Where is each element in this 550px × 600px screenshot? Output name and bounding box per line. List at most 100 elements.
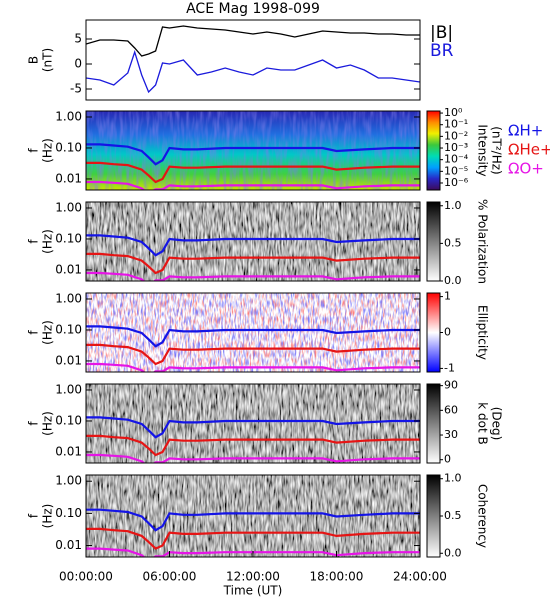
y-tick-label: 0.10	[55, 231, 82, 245]
frequency-line	[86, 161, 420, 184]
colorbar-tick-label: 0.0	[444, 274, 462, 287]
colorbar-label: (Deg)	[490, 407, 504, 441]
spectrogram-image	[86, 202, 420, 281]
y-tick-label: 0.01	[55, 538, 82, 552]
legend-label: BR	[430, 41, 454, 61]
y-axis-label: (Hz)	[41, 320, 55, 345]
x-axis-label: Time (UT)	[223, 584, 283, 598]
y-axis-label: (Hz)	[41, 229, 55, 254]
legend-label: ΩHe+	[508, 141, 550, 159]
frequency-line	[86, 362, 420, 372]
frequency-line	[86, 252, 420, 275]
y-tick-label: 0.01	[55, 171, 82, 185]
frequency-line	[86, 434, 420, 457]
plot-frame	[85, 110, 421, 191]
colorbar-tick-label: 0	[444, 326, 451, 339]
frequency-line	[86, 180, 420, 190]
colorbar-tick-label: 10⁻³	[444, 141, 468, 154]
chart-title: ACE Mag 1998-099	[186, 1, 320, 17]
legend-label: ΩO+	[508, 160, 544, 178]
x-tick-label: 06:00:00	[143, 570, 197, 584]
x-tick-label: 00:00:00	[59, 570, 113, 584]
y-tick-label: 1.00	[55, 200, 82, 214]
y-tick-label: 1.00	[55, 382, 82, 396]
colorbar-tick-label: 1.0	[444, 472, 462, 485]
colorbar-tick-label: 10⁻⁴	[444, 153, 469, 166]
colorbar-tick-label: 0.5	[444, 509, 462, 522]
frequency-line	[86, 453, 420, 463]
plot-frame	[85, 19, 421, 101]
colorbar-tick-label: -1	[444, 361, 455, 374]
legend-label: ΩH+	[508, 122, 543, 140]
y-axis-label: (Hz)	[41, 138, 55, 163]
frequency-line	[86, 416, 420, 439]
y-tick-label: 0.01	[55, 262, 82, 276]
colorbar-tick-label: 10⁻¹	[444, 118, 468, 131]
y-tick-label: 1.00	[55, 474, 82, 488]
y-axis-label: f	[27, 330, 41, 335]
y-tick-label: -5	[70, 82, 82, 96]
y-tick-label: 0	[74, 57, 82, 71]
y-tick-label: 0.01	[55, 444, 82, 458]
spectrogram-image	[86, 475, 420, 557]
x-tick-label: 24:00:00	[393, 570, 447, 584]
y-tick-label: 0.10	[55, 506, 82, 520]
frequency-line	[86, 527, 420, 550]
y-tick-label: 1.00	[55, 291, 82, 305]
colorbar	[426, 292, 441, 373]
line	[86, 25, 420, 57]
colorbar-tick-label: 0.5	[444, 236, 462, 249]
colorbar-tick-label: 90	[444, 379, 458, 392]
colorbar-tick-label: 1.0	[444, 199, 462, 212]
colorbar-label: % Polarization	[476, 199, 490, 284]
spectrogram-texture	[86, 111, 420, 190]
y-axis-label: f	[27, 239, 41, 244]
colorbar	[426, 110, 441, 191]
legend-label: |B|	[430, 23, 453, 43]
y-tick-label: 0.10	[55, 322, 82, 336]
colorbar-label: Ellipticity	[476, 305, 490, 360]
spectrogram-texture	[86, 293, 420, 372]
y-axis-label: B	[27, 56, 41, 64]
frequency-line	[86, 343, 420, 366]
colorbar-tick-label: 30	[444, 428, 458, 441]
y-axis-label: (Hz)	[41, 411, 55, 436]
plot-frame	[85, 201, 421, 282]
colorbar-label: Coherency	[476, 484, 490, 548]
colorbar-tick-label: 60	[444, 403, 458, 416]
y-axis-label: (nT)	[41, 48, 55, 72]
frequency-line	[86, 234, 420, 257]
frequency-line	[86, 547, 420, 557]
frequency-line	[86, 271, 420, 281]
y-tick-label: 5	[74, 32, 82, 46]
x-tick-label: 12:00:00	[226, 570, 280, 584]
colorbar-tick-label: 0.0	[444, 546, 462, 559]
line	[86, 49, 420, 94]
y-axis-label: (Hz)	[41, 504, 55, 529]
colorbar-tick-label: 0	[444, 453, 451, 466]
y-axis-label: f	[27, 513, 41, 518]
plot-frame	[85, 292, 421, 373]
y-tick-label: 0.10	[55, 413, 82, 427]
colorbar-label: Intensity	[476, 124, 490, 176]
colorbar-tick-label: 10⁻²	[444, 129, 468, 142]
colorbar	[426, 201, 441, 282]
colorbar-tick-label: 10⁰	[444, 106, 463, 119]
colorbar-tick-label: 10⁻⁵	[444, 164, 468, 177]
colorbar	[426, 383, 441, 464]
colorbar	[426, 474, 441, 558]
frequency-line	[86, 143, 420, 166]
colorbar-label: (nT²/Hz)	[490, 126, 504, 174]
frequency-line	[86, 325, 420, 348]
frequency-line	[86, 508, 420, 532]
y-tick-label: 1.00	[55, 109, 82, 123]
plot-frame	[85, 383, 421, 464]
y-tick-label: 0.10	[55, 140, 82, 154]
y-tick-label: 0.01	[55, 353, 82, 367]
colorbar-tick-label: 10⁻⁶	[444, 176, 469, 189]
spectrogram-image	[86, 384, 420, 463]
y-axis-label: f	[27, 148, 41, 153]
y-axis-label: f	[27, 421, 41, 426]
